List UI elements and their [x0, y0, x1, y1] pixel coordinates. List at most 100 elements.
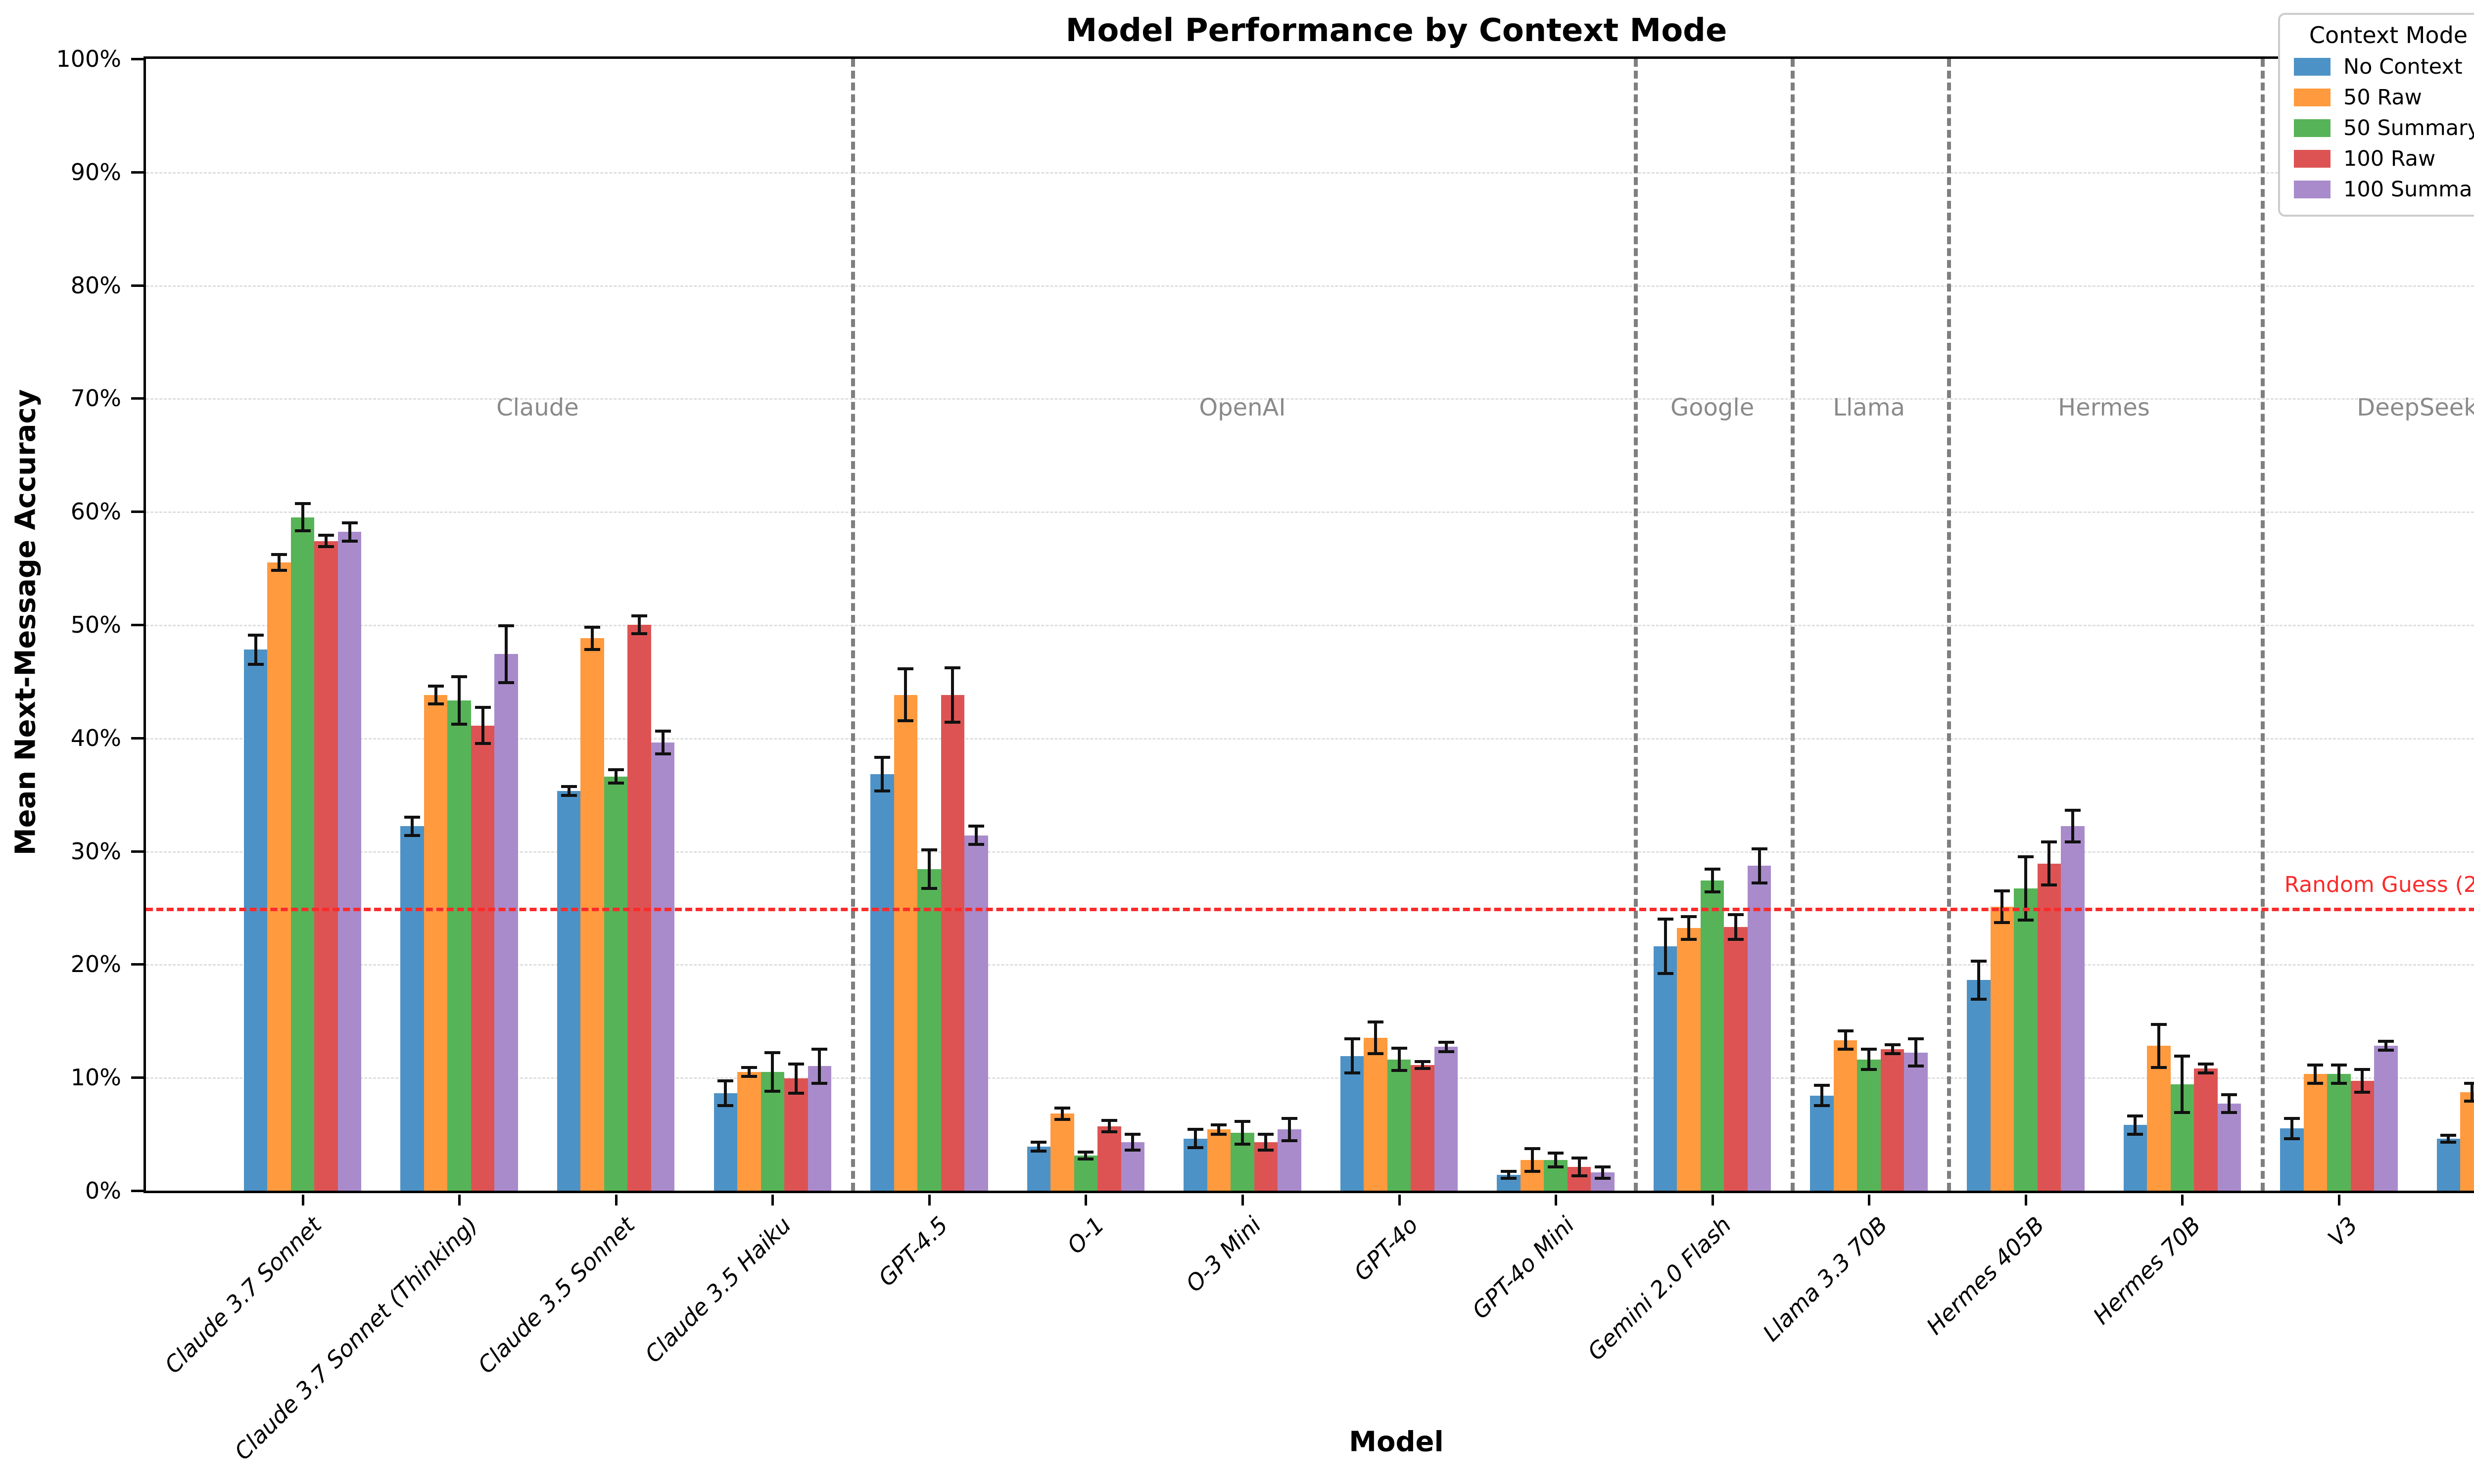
- error-bar: [1687, 917, 1691, 940]
- bar-no-context: [557, 791, 581, 1191]
- error-bar-cap: [1751, 881, 1767, 884]
- error-bar: [481, 707, 484, 744]
- error-bar: [2290, 1118, 2293, 1139]
- error-bar: [614, 769, 618, 784]
- error-bar-cap: [1438, 1050, 1454, 1053]
- error-bar-cap: [1415, 1067, 1430, 1070]
- x-tick: [1868, 1195, 1871, 1206]
- error-bar: [1914, 1039, 1918, 1067]
- bar-50-raw: [2460, 1092, 2474, 1191]
- bar-100-summary: [2061, 826, 2085, 1191]
- bar-50-raw: [1833, 1040, 1857, 1191]
- y-tick: [131, 1190, 143, 1192]
- error-bar: [1577, 1158, 1581, 1176]
- error-bar-cap: [1704, 868, 1720, 871]
- error-bar: [1664, 919, 1667, 974]
- error-bar: [747, 1067, 751, 1076]
- bar-100-raw: [314, 541, 338, 1191]
- error-bar-cap: [1814, 1104, 1830, 1108]
- error-bar-cap: [1391, 1046, 1407, 1050]
- error-bar: [348, 523, 351, 541]
- error-bar-cap: [608, 768, 624, 771]
- gridline: [146, 964, 2474, 966]
- group-divider: [1634, 59, 1638, 1191]
- bar-no-context: [243, 649, 268, 1191]
- gridline: [146, 851, 2474, 853]
- error-bar-cap: [428, 702, 444, 706]
- legend-entry: No Context: [2280, 51, 2474, 82]
- group-divider: [2260, 59, 2265, 1191]
- error-bar-cap: [2354, 1090, 2371, 1094]
- error-bar-cap: [655, 752, 671, 755]
- error-bar-cap: [921, 887, 937, 890]
- error-bar: [278, 555, 281, 571]
- error-bar-cap: [1438, 1041, 1454, 1044]
- error-bar-cap: [2464, 1100, 2474, 1103]
- error-bar: [1287, 1118, 1291, 1141]
- error-bar: [1217, 1125, 1221, 1134]
- error-bar-cap: [1234, 1143, 1250, 1146]
- error-bar: [951, 667, 954, 722]
- x-tick: [2024, 1195, 2027, 1206]
- x-tick: [928, 1195, 931, 1206]
- error-bar-cap: [318, 534, 334, 537]
- error-bar: [591, 627, 594, 650]
- error-bar: [325, 535, 328, 547]
- bar-no-context: [1027, 1146, 1051, 1191]
- error-bar-cap: [1281, 1116, 1297, 1120]
- bar-50-raw: [424, 695, 448, 1191]
- group-divider: [851, 59, 855, 1191]
- error-bar-cap: [717, 1079, 734, 1083]
- bar-50-summary: [447, 700, 471, 1191]
- error-bar: [434, 686, 437, 704]
- error-bar-cap: [898, 719, 914, 723]
- legend-swatch-100-summary: [2294, 181, 2331, 198]
- error-bar-cap: [2017, 919, 2034, 922]
- error-bar-cap: [1657, 972, 1673, 975]
- error-bar-cap: [717, 1104, 734, 1108]
- bar-100-summary: [2217, 1103, 2241, 1191]
- error-bar-cap: [2440, 1140, 2457, 1144]
- error-bar: [2384, 1041, 2387, 1051]
- chart-title: Model Performance by Context Mode: [1065, 12, 1727, 49]
- y-tick-label: 80%: [70, 272, 121, 299]
- x-tick: [2337, 1195, 2340, 1206]
- error-bar-cap: [1078, 1151, 1094, 1154]
- error-bar-cap: [1281, 1139, 1297, 1143]
- error-bar-cap: [2378, 1049, 2394, 1052]
- random-guess-annotation: Random Guess (25%): [2284, 872, 2474, 897]
- error-bar-cap: [1524, 1147, 1540, 1151]
- bar-50-summary: [290, 517, 315, 1191]
- bar-100-raw: [941, 695, 965, 1191]
- error-bar: [1131, 1134, 1135, 1150]
- error-bar-cap: [1861, 1068, 1877, 1071]
- x-tick: [615, 1195, 618, 1206]
- group-divider: [1790, 59, 1795, 1191]
- error-bar: [567, 787, 571, 796]
- error-bar-cap: [921, 848, 937, 852]
- legend-entry: 50 Summary: [2280, 113, 2474, 143]
- legend-swatch-50-summary: [2294, 119, 2331, 137]
- y-tick-label: 30%: [70, 837, 121, 865]
- bar-100-summary: [964, 835, 988, 1191]
- group-label-deepseek: DeepSeek: [2357, 394, 2474, 422]
- error-bar-cap: [561, 794, 577, 797]
- error-bar-cap: [2331, 1064, 2347, 1067]
- error-bar-cap: [1524, 1170, 1540, 1173]
- error-bar-cap: [898, 667, 914, 671]
- x-tick: [771, 1195, 774, 1206]
- bar-100-raw: [2350, 1081, 2375, 1191]
- bar-50-summary: [1857, 1059, 1881, 1191]
- error-bar-cap: [498, 681, 515, 684]
- legend-label: 100 Raw: [2343, 146, 2436, 171]
- x-tick: [1398, 1195, 1401, 1206]
- error-bar-cap: [404, 815, 421, 819]
- error-bar-cap: [584, 625, 601, 629]
- y-tick: [131, 963, 143, 966]
- error-bar-cap: [1258, 1148, 1274, 1152]
- bar-50-summary: [1387, 1059, 1411, 1191]
- error-bar: [927, 850, 931, 889]
- error-bar-cap: [1211, 1123, 1227, 1127]
- y-tick-label: 10%: [70, 1064, 121, 1091]
- error-bar-cap: [764, 1051, 781, 1054]
